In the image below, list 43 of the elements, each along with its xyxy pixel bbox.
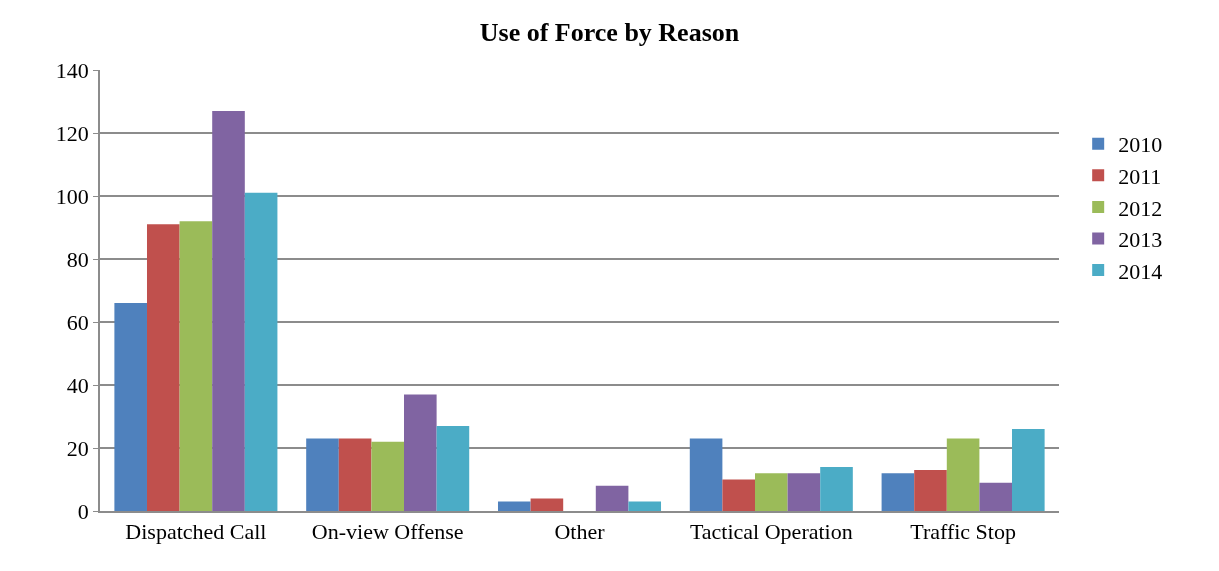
bar xyxy=(371,441,404,511)
bar xyxy=(689,438,723,511)
bar xyxy=(212,110,245,511)
x-tick-label: Dispatched Call xyxy=(125,519,267,545)
x-tick-label: Tactical Operation xyxy=(689,519,853,545)
y-tick-label: 40 xyxy=(66,372,89,398)
y-tick-label: 100 xyxy=(55,183,89,209)
bar xyxy=(530,498,564,511)
bar xyxy=(946,438,980,511)
y-tick-label: 20 xyxy=(66,435,89,461)
y-tick-label: 0 xyxy=(77,498,89,524)
y-tick-label: 140 xyxy=(55,57,89,83)
bar xyxy=(979,482,1013,511)
bar xyxy=(628,501,662,511)
bar xyxy=(306,438,339,511)
bar xyxy=(787,473,821,511)
bar xyxy=(497,501,531,511)
bar xyxy=(755,473,788,511)
y-tick-label: 60 xyxy=(66,309,89,335)
bar xyxy=(338,438,372,511)
x-tick-label: Traffic Stop xyxy=(910,519,1016,545)
bar xyxy=(179,221,213,511)
legend-label: 2010 xyxy=(1118,132,1163,158)
bar xyxy=(114,303,147,511)
bar xyxy=(244,192,278,511)
legend-label: 2011 xyxy=(1118,163,1162,189)
x-tick-label: On-view Offense xyxy=(311,519,464,545)
legend-label: 2014 xyxy=(1118,258,1163,284)
x-tick-label: Other xyxy=(554,519,606,545)
bar xyxy=(722,479,755,511)
bar xyxy=(1012,429,1045,511)
bar xyxy=(404,394,437,511)
bar xyxy=(436,425,470,511)
bar xyxy=(595,485,629,511)
legend-label: 2013 xyxy=(1118,227,1163,253)
chart-title: Use of Force by Reason xyxy=(479,18,740,48)
bar xyxy=(881,473,915,511)
bar xyxy=(914,470,947,511)
bar xyxy=(820,466,853,511)
y-tick-label: 120 xyxy=(55,120,89,146)
y-tick-label: 80 xyxy=(66,246,89,272)
legend-label: 2012 xyxy=(1118,195,1163,221)
bar xyxy=(146,224,180,511)
